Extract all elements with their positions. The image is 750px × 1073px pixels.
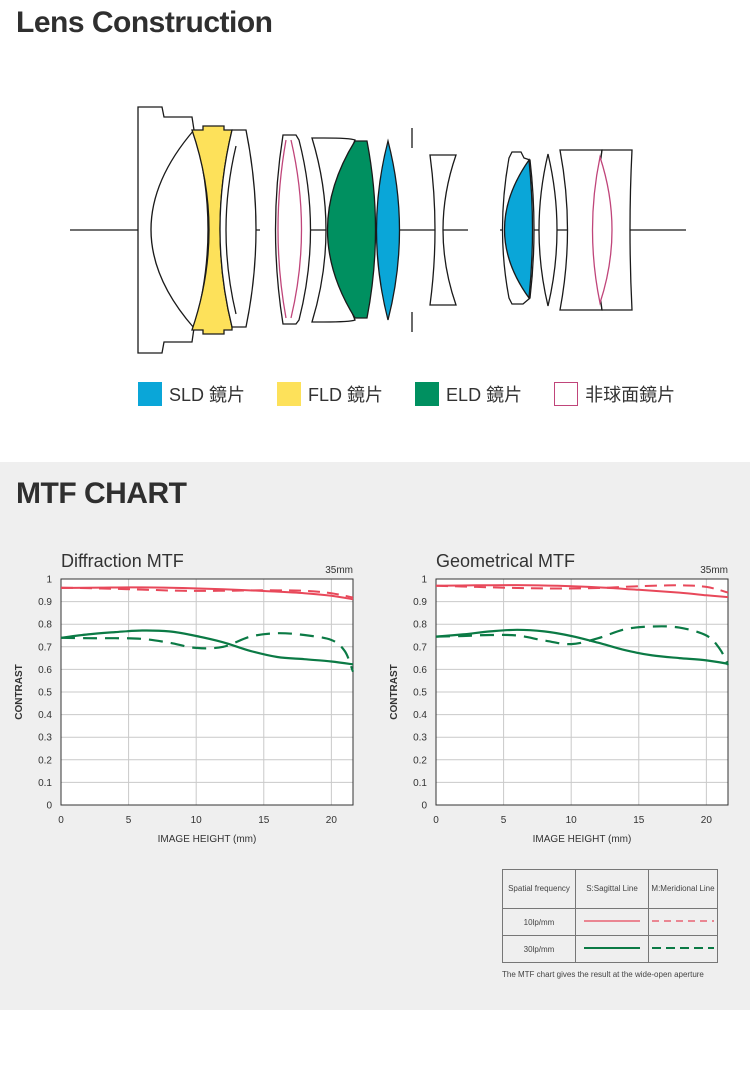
diffraction-ytick-label: 0.2 <box>38 755 52 766</box>
diffraction-series-30lp-mm-s <box>60 629 354 666</box>
geometrical-xtick-label: 0 <box>433 815 439 826</box>
geometrical-series-10lp-mm-m <box>435 584 729 594</box>
diffraction-chart-title: Diffraction MTF <box>61 551 184 571</box>
geometrical-ytick-label: 1 <box>421 575 427 586</box>
geometrical-ylabel: CONTRAST <box>389 664 400 720</box>
diffraction-ytick-label: 0 <box>46 801 52 812</box>
legend-label-aspheric: 非球面鏡片 <box>585 385 676 405</box>
diffraction-mtf-chart: 00.10.20.30.40.50.60.70.80.910 5 10 15 20Dif… <box>14 551 355 845</box>
geometrical-xtick-label: 20 <box>701 815 713 826</box>
legend-item-sld: SLD 鏡片 <box>138 381 245 407</box>
geometrical-ytick-label: 0 <box>421 801 427 812</box>
geometrical-ytick-label: 0.5 <box>413 688 427 699</box>
mtf-chart-title: MTF CHART <box>16 477 187 510</box>
diffraction-series-30lp-mm-m <box>60 632 355 673</box>
geometrical-ytick-label: 0.1 <box>413 778 427 789</box>
diffraction-ytick-label: 0.6 <box>38 665 52 676</box>
geometrical-ytick-label: 0.8 <box>413 620 427 631</box>
geometrical-ytick-label: 0.6 <box>413 665 427 676</box>
legend-row-10lp: 10lp/mm <box>502 908 576 936</box>
legend-item-fld: FLD 鏡片 <box>277 381 383 407</box>
diffraction-ytick-label: 0.7 <box>38 642 52 653</box>
geometrical-ytick-label: 0.3 <box>413 733 427 744</box>
diffraction-xtick-label: 20 <box>326 815 338 826</box>
geometrical-ytick-label: 0.4 <box>413 710 427 721</box>
geometrical-xtick-label: 15 <box>633 815 645 826</box>
legend-header-sagittal: S:Sagittal Line <box>575 869 649 909</box>
legend-30lp-meridional-sample <box>648 935 718 963</box>
geometrical-xtick-label: 5 <box>501 815 507 826</box>
legend-row-30lp: 30lp/mm <box>502 935 576 963</box>
geometrical-ytick-label: 0.2 <box>413 755 427 766</box>
geometrical-xlabel: IMAGE HEIGHT (mm) <box>533 834 632 845</box>
geometrical-xtick-label: 10 <box>566 815 578 826</box>
legend-10lp-sagittal-sample <box>575 908 649 936</box>
diffraction-xtick-label: 5 <box>126 815 132 826</box>
mtf-panel: MTF CHART 0 0.1 0.2 0.3 0.4 0.5 0.6 0.7 0.8 0.9 1 0… <box>0 462 750 1010</box>
diffraction-series-10lp-mm-s <box>60 586 354 601</box>
geometrical-ytick-label: 0.9 <box>413 597 427 608</box>
diffraction-xtick-label: 15 <box>258 815 270 826</box>
diffraction-ytick-label: 0.8 <box>38 620 52 631</box>
diffraction-ytick-label: 0.5 <box>38 688 52 699</box>
geometrical-mtf-chart: 00.10.20.30.40.50.60.70.80.910 5 10 15 20Geo… <box>389 551 729 845</box>
legend-header-meridional: M:Meridional Line <box>648 869 718 909</box>
legend-30lp-sagittal-sample <box>575 935 649 963</box>
eld-swatch <box>415 382 440 406</box>
legend-item-aspheric: 非球面鏡片 <box>554 381 675 407</box>
mtf-legend-table: Spatial frequency S:Sagittal Line M:Meri… <box>502 869 718 963</box>
geometrical-series-30lp-mm-m <box>435 625 729 666</box>
diffraction-ylabel: CONTRAST <box>14 664 25 720</box>
lens-construction-title: Lens Construction <box>16 6 273 39</box>
diffraction-xtick-label: 0 <box>58 815 64 826</box>
diffraction-ytick-label: 0.3 <box>38 733 52 744</box>
diffraction-chart-subtitle: 35mm <box>325 565 353 576</box>
diffraction-plot-border <box>60 578 354 806</box>
geometrical-series-30lp-mm-s <box>435 628 729 665</box>
sld-swatch <box>138 382 162 406</box>
diffraction-ytick-label: 0.4 <box>38 710 52 721</box>
geometrical-chart-subtitle: 35mm <box>700 565 728 576</box>
legend-label-sld: SLD 鏡片 <box>169 385 246 405</box>
diffraction-xlabel: IMAGE HEIGHT (mm) <box>158 834 257 845</box>
legend-header-frequency: Spatial frequency <box>502 869 576 909</box>
diffraction-ytick-label: 1 <box>46 575 52 586</box>
lens-construction-diagram <box>70 106 686 354</box>
aspheric-swatch <box>554 382 579 406</box>
lens-legend: SLD 鏡片 FLD 鏡片 ELD 鏡片 非球面鏡片 <box>138 381 707 407</box>
geometrical-chart-title: Geometrical MTF <box>436 551 575 571</box>
legend-item-eld: ELD 鏡片 <box>415 381 522 407</box>
diffraction-xtick-label: 10 <box>191 815 203 826</box>
diffraction-series-10lp-mm-m <box>60 586 354 599</box>
geometrical-plot-border <box>435 578 729 806</box>
fld-swatch <box>277 382 302 406</box>
legend-10lp-meridional-sample <box>648 908 718 936</box>
diffraction-ytick-label: 0.1 <box>38 778 52 789</box>
legend-label-eld: ELD 鏡片 <box>446 385 523 405</box>
diffraction-ytick-label: 0.9 <box>38 597 52 608</box>
legend-label-fld: FLD 鏡片 <box>308 385 384 405</box>
mtf-note: The MTF chart gives the result at the wi… <box>502 970 704 979</box>
geometrical-ytick-label: 0.7 <box>413 642 427 653</box>
